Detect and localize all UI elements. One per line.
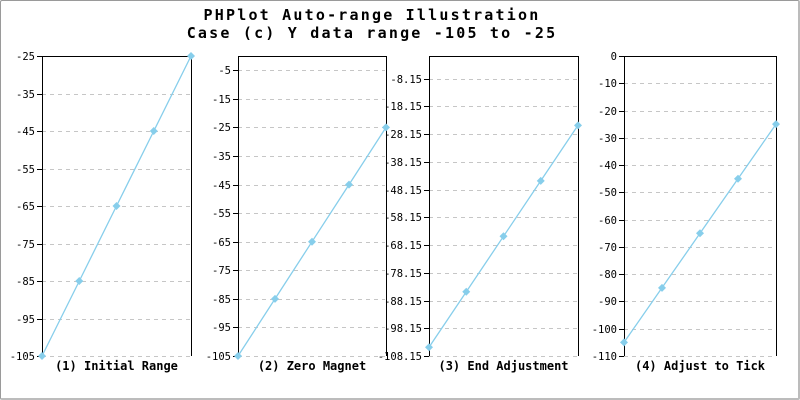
data-point-marker bbox=[271, 294, 279, 303]
data-point-marker bbox=[234, 352, 242, 360]
y-tick-label: -85 bbox=[16, 276, 35, 288]
y-tick-label: -20 bbox=[598, 106, 617, 118]
y-tick-label: -8.15 bbox=[390, 74, 422, 86]
data-point-marker bbox=[187, 52, 195, 60]
y-tick-label: -45 bbox=[212, 180, 231, 192]
y-tick-label: -95 bbox=[212, 322, 231, 334]
y-tick-label: -60 bbox=[598, 215, 617, 227]
y-tick-label: -65 bbox=[212, 237, 231, 249]
y-tick-label: -90 bbox=[598, 296, 617, 308]
data-point-marker bbox=[499, 232, 508, 241]
y-tick-label: -108.15 bbox=[378, 351, 422, 363]
y-tick-label: -75 bbox=[16, 239, 35, 251]
chart-title: PHPlot Auto-range Illustration Case (c) … bbox=[187, 6, 558, 42]
y-tick-label: -40 bbox=[598, 160, 617, 172]
y-tick-label: -80 bbox=[598, 269, 617, 281]
data-point-marker bbox=[658, 283, 666, 292]
data-point-marker bbox=[620, 338, 628, 347]
data-point-marker bbox=[734, 174, 742, 183]
y-tick-label: -105 bbox=[206, 351, 231, 363]
y-tick-label: -95 bbox=[16, 314, 35, 326]
data-point-marker bbox=[536, 176, 545, 185]
data-point-marker bbox=[149, 127, 158, 135]
y-tick-label: -10 bbox=[598, 78, 617, 90]
y-tick-label: -5 bbox=[218, 65, 231, 77]
y-tick-label: -85 bbox=[212, 294, 231, 306]
y-tick-label: 0 bbox=[611, 51, 617, 63]
y-tick-label: -105 bbox=[10, 351, 35, 363]
y-tick-label: -70 bbox=[598, 242, 617, 254]
chart-title-line1: PHPlot Auto-range Illustration bbox=[203, 6, 541, 24]
y-tick-label: -58.15 bbox=[384, 212, 422, 224]
y-tick-label: -18.15 bbox=[384, 101, 422, 113]
y-tick-label: -35 bbox=[212, 151, 231, 163]
data-point-marker bbox=[574, 121, 582, 130]
y-tick-label: -75 bbox=[212, 265, 231, 277]
panel-label: (2) Zero Magnet bbox=[258, 359, 366, 373]
data-point-marker bbox=[425, 343, 433, 352]
panel-label: (4) Adjust to Tick bbox=[635, 359, 766, 373]
y-tick-label: -98.15 bbox=[384, 323, 422, 335]
y-tick-label: -25 bbox=[212, 122, 231, 134]
y-tick-label: -78.15 bbox=[384, 268, 422, 280]
y-tick-label: -55 bbox=[16, 164, 35, 176]
y-tick-label: -88.15 bbox=[384, 296, 422, 308]
y-tick-label: -25 bbox=[16, 51, 35, 63]
y-tick-label: -38.15 bbox=[384, 157, 422, 169]
y-tick-label: -35 bbox=[16, 89, 35, 101]
data-point-marker bbox=[462, 287, 471, 296]
data-point-marker bbox=[112, 202, 121, 210]
panel-label: (3) End Adjustment bbox=[438, 359, 568, 373]
y-tick-label: -68.15 bbox=[384, 240, 422, 252]
y-tick-label: -100 bbox=[592, 324, 617, 336]
data-point-marker bbox=[308, 237, 316, 246]
y-tick-label: -45 bbox=[16, 126, 35, 138]
data-point-marker bbox=[382, 123, 390, 132]
y-tick-label: -55 bbox=[212, 208, 231, 220]
panel-label: (1) Initial Range bbox=[55, 359, 178, 373]
y-tick-label: -15 bbox=[212, 94, 231, 106]
y-tick-label: -48.15 bbox=[384, 185, 422, 197]
y-tick-label: -28.15 bbox=[384, 129, 422, 141]
data-point-marker bbox=[345, 180, 353, 189]
data-point-marker bbox=[772, 120, 780, 129]
y-tick-label: -30 bbox=[598, 133, 617, 145]
chart-title-line2: Case (c) Y data range -105 to -25 bbox=[186, 24, 558, 42]
y-tick-label: -65 bbox=[16, 201, 35, 213]
data-point-marker bbox=[75, 277, 84, 285]
y-tick-label: -50 bbox=[598, 187, 617, 199]
data-point-marker bbox=[696, 229, 704, 238]
y-tick-label: -110 bbox=[592, 351, 617, 363]
data-point-marker bbox=[38, 352, 46, 360]
